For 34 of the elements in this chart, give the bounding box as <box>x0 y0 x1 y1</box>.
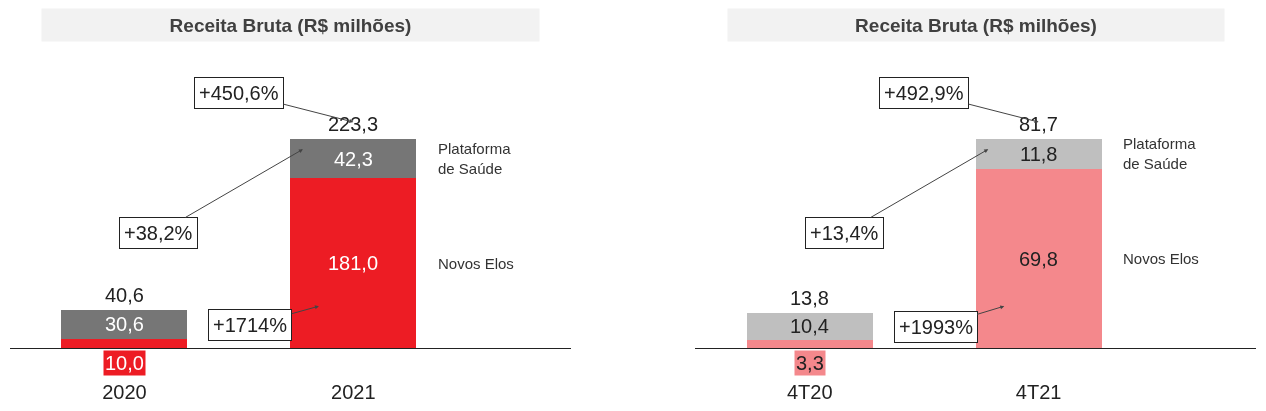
bar <box>975 169 1102 348</box>
bar <box>290 178 417 348</box>
annotation: +1993% <box>899 316 974 338</box>
x-tick-label: 4T20 <box>786 381 833 403</box>
data-label: 10,0 <box>105 352 144 374</box>
data-label: 10,4 <box>790 315 829 337</box>
series-label: Plataforma de Saúde <box>438 140 512 177</box>
data-label: 3,3 <box>796 352 824 374</box>
x-tick-label: 2020 <box>102 381 147 403</box>
text: +450,6% <box>199 82 279 104</box>
annotation: +1714% <box>213 314 288 336</box>
bar <box>746 312 873 340</box>
total-label: 13,8 <box>790 287 829 309</box>
bar <box>975 138 1102 170</box>
total-label: 81,7 <box>1019 113 1058 135</box>
data-label: 11,8 <box>1020 143 1058 165</box>
data-label: 30,6 <box>105 313 144 335</box>
chart-title: Receita Bruta (R$ milhões) <box>855 14 1097 36</box>
series-label: Novos Elos <box>438 255 514 272</box>
data-label: 181,0 <box>328 252 379 274</box>
bar <box>61 309 188 339</box>
annotation: +38,2% <box>124 222 193 244</box>
annotation: +13,4% <box>810 222 879 244</box>
total-label: 223,3 <box>328 113 379 135</box>
bar <box>290 138 417 179</box>
text: +492,9% <box>884 82 964 104</box>
series-label: Novos Elos <box>1123 250 1199 267</box>
series-label: Plataforma de Saúde <box>1123 135 1197 172</box>
total-label: 40,6 <box>105 284 144 306</box>
data-label: 42,3 <box>334 148 373 170</box>
chart-title: Receita Bruta (R$ milhões) <box>169 14 412 36</box>
x-tick-label: 2021 <box>331 381 376 403</box>
x-tick-label: 4T21 <box>1015 381 1062 403</box>
data-label: 69,8 <box>1019 248 1058 270</box>
